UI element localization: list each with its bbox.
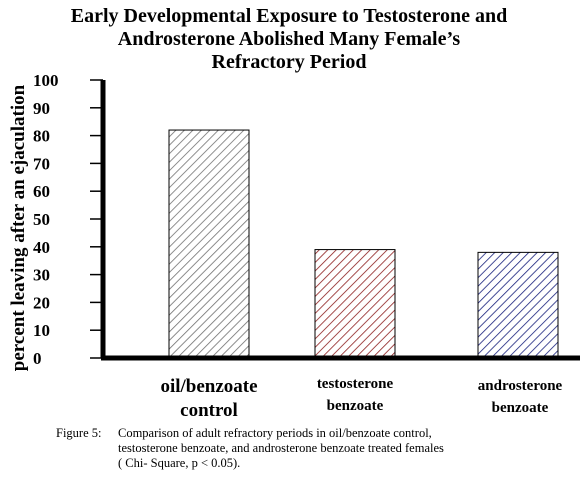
x-category-label: oil/benzoate [160,376,257,397]
y-tick-label: 30 [33,266,50,285]
bar [477,251,559,359]
bar [314,249,396,359]
caption-label: Figure 5: [56,426,102,440]
x-category-label: androsterone [478,378,563,394]
y-tick-label: 40 [33,238,50,257]
y-tick-label: 90 [33,99,50,118]
caption-line: ( Chi- Square, p < 0.05). [118,456,241,470]
y-tick-label: 80 [33,127,50,146]
x-category-group: oil/benzoate control testosterone benzoate a… [160,376,562,421]
caption-line: Comparison of adult refractory periods i… [118,426,432,440]
bar [168,129,250,359]
y-tick-label: 70 [33,154,50,173]
x-category-label: testosterone [317,376,394,392]
caption-line: testosterone benzoate, and androsterone … [118,441,444,455]
y-tick-label: 50 [33,210,50,229]
y-tick-group: 0 10 20 30 40 50 60 70 80 90 100 [33,71,103,368]
chart-title-line: Androsterone Abolished Many Female’s [118,28,461,50]
caption-text: Comparison of adult refractory periods i… [118,426,573,471]
y-axis-label: percent leaving after an ejaculation [8,84,29,371]
y-tick-label: 10 [33,321,50,340]
y-tick-label: 100 [33,71,59,90]
y-tick-label: 0 [33,349,42,368]
chart-title: Early Developmental Exposure to Testoste… [71,5,508,73]
x-category-label: benzoate [327,398,384,414]
y-tick-label: 60 [33,182,50,201]
x-category-label: benzoate [492,400,549,416]
bar-group [168,129,559,359]
y-tick-label: 20 [33,293,50,312]
x-category-label: control [180,400,238,421]
chart-title-line: Refractory Period [212,51,367,73]
chart-title-line: Early Developmental Exposure to Testoste… [71,5,508,27]
